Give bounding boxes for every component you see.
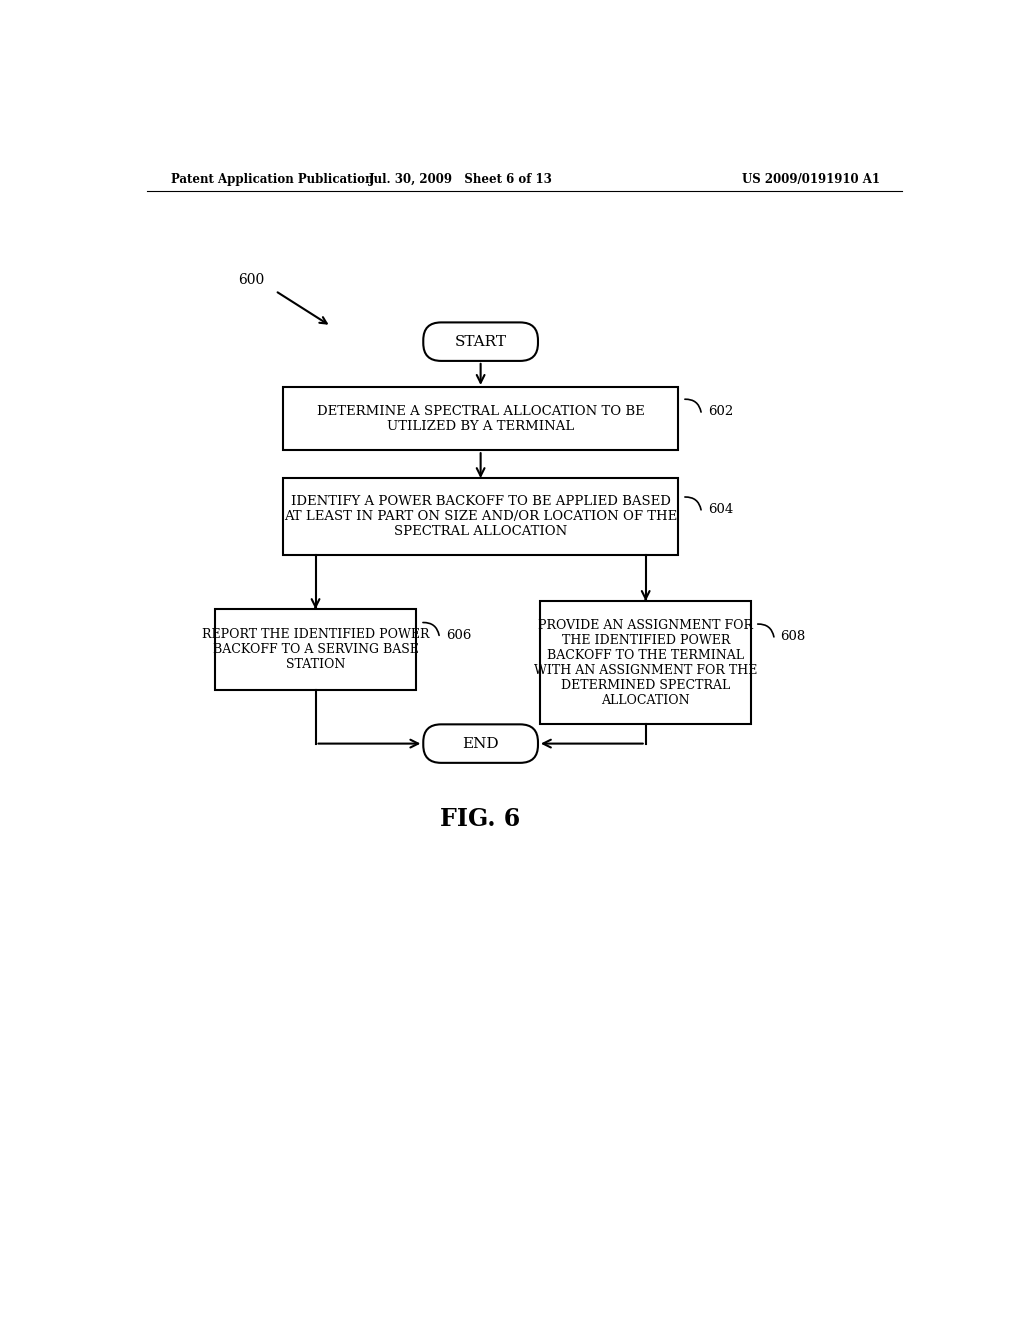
Text: FIG. 6: FIG. 6 bbox=[440, 807, 521, 832]
Text: END: END bbox=[462, 737, 499, 751]
Text: 602: 602 bbox=[708, 405, 733, 418]
FancyBboxPatch shape bbox=[423, 322, 538, 360]
Bar bbox=[541, 601, 751, 725]
Text: DETERMINE A SPECTRAL ALLOCATION TO BE
UTILIZED BY A TERMINAL: DETERMINE A SPECTRAL ALLOCATION TO BE UT… bbox=[316, 405, 644, 433]
Text: Patent Application Publication: Patent Application Publication bbox=[171, 173, 373, 186]
Bar bbox=[283, 478, 678, 554]
Text: 608: 608 bbox=[780, 630, 806, 643]
FancyBboxPatch shape bbox=[423, 725, 538, 763]
Text: PROVIDE AN ASSIGNMENT FOR
THE IDENTIFIED POWER
BACKOFF TO THE TERMINAL
WITH AN A: PROVIDE AN ASSIGNMENT FOR THE IDENTIFIED… bbox=[534, 619, 758, 706]
Text: 604: 604 bbox=[708, 503, 733, 516]
Text: Jul. 30, 2009   Sheet 6 of 13: Jul. 30, 2009 Sheet 6 of 13 bbox=[370, 173, 553, 186]
Text: REPORT THE IDENTIFIED POWER
BACKOFF TO A SERVING BASE
STATION: REPORT THE IDENTIFIED POWER BACKOFF TO A… bbox=[202, 628, 429, 671]
Text: US 2009/0191910 A1: US 2009/0191910 A1 bbox=[741, 173, 880, 186]
Bar bbox=[283, 387, 678, 450]
Text: 606: 606 bbox=[445, 628, 471, 642]
Text: IDENTIFY A POWER BACKOFF TO BE APPLIED BASED
AT LEAST IN PART ON SIZE AND/OR LOC: IDENTIFY A POWER BACKOFF TO BE APPLIED B… bbox=[284, 495, 677, 539]
Bar bbox=[215, 610, 417, 690]
Text: 600: 600 bbox=[238, 273, 264, 286]
Text: START: START bbox=[455, 335, 507, 348]
